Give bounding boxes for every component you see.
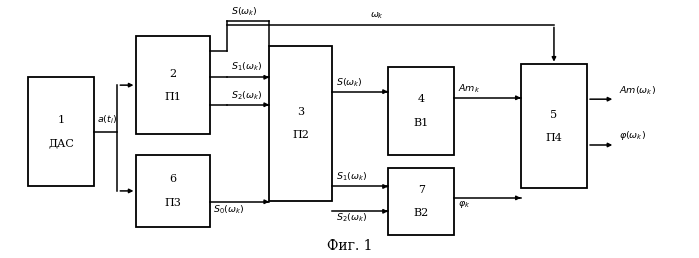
Text: $S_0(\omega_k)$: $S_0(\omega_k)$ xyxy=(213,204,245,216)
Text: $\omega_k$: $\omega_k$ xyxy=(370,10,384,21)
Text: 4: 4 xyxy=(417,94,425,104)
Text: $Am_k$: $Am_k$ xyxy=(458,82,480,95)
Text: 7: 7 xyxy=(417,185,425,195)
Text: 5: 5 xyxy=(550,110,558,120)
Text: $S_2(\omega_k)$: $S_2(\omega_k)$ xyxy=(336,211,367,224)
Bar xyxy=(28,77,94,186)
Text: 2: 2 xyxy=(169,69,177,78)
Text: $S_1(\omega_k)$: $S_1(\omega_k)$ xyxy=(231,61,262,74)
Text: $S(\omega_k)$: $S(\omega_k)$ xyxy=(336,76,362,88)
Text: $Am(\omega_k)$: $Am(\omega_k)$ xyxy=(619,84,656,96)
Text: $S_2(\omega_k)$: $S_2(\omega_k)$ xyxy=(231,89,262,102)
Bar xyxy=(269,46,332,201)
Text: $a(t_i)$: $a(t_i)$ xyxy=(97,114,117,126)
Text: В1: В1 xyxy=(414,118,428,127)
Text: 1: 1 xyxy=(57,115,65,125)
Text: П4: П4 xyxy=(545,133,563,143)
Text: $\varphi_k$: $\varphi_k$ xyxy=(458,199,470,210)
Bar xyxy=(136,36,210,134)
Text: ДАС: ДАС xyxy=(48,138,74,148)
Text: Фиг. 1: Фиг. 1 xyxy=(326,239,373,253)
Text: $\varphi(\omega_k)$: $\varphi(\omega_k)$ xyxy=(619,130,646,142)
Text: $S_1(\omega_k)$: $S_1(\omega_k)$ xyxy=(336,171,367,183)
Bar xyxy=(388,168,454,235)
Text: В2: В2 xyxy=(414,208,428,218)
Bar xyxy=(521,64,587,188)
Text: 3: 3 xyxy=(297,107,304,117)
Text: П2: П2 xyxy=(292,131,309,140)
Bar xyxy=(136,155,210,227)
Text: П1: П1 xyxy=(164,92,182,102)
Text: П3: П3 xyxy=(164,198,182,207)
Text: $S(\omega_k)$: $S(\omega_k)$ xyxy=(231,5,257,18)
Text: 6: 6 xyxy=(169,174,177,184)
Bar xyxy=(388,67,454,155)
